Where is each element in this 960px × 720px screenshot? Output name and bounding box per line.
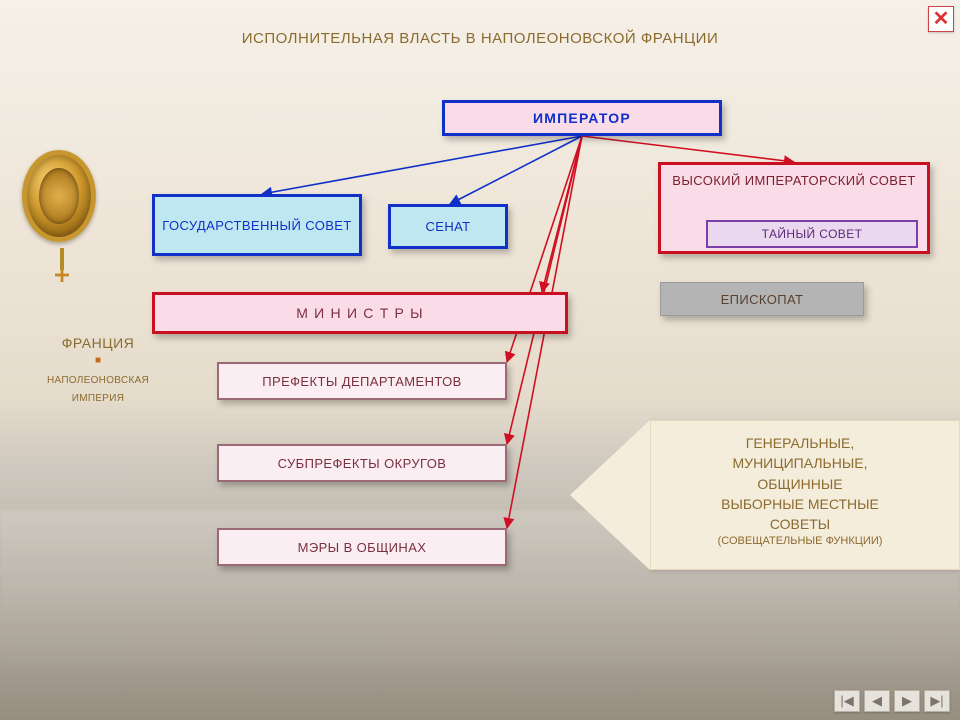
box-senate: СЕНАТ	[388, 204, 508, 249]
councils-text: ГЕНЕРАЛЬНЫЕ, МУНИЦИПАЛЬНЫЕ, ОБЩИННЫЕ ВЫБ…	[660, 433, 940, 550]
box-subprefects: СУБПРЕФЕКТЫ ОКРУГОВ	[217, 444, 507, 482]
emblem-image	[22, 150, 102, 280]
nav-next-button[interactable]: ▶	[894, 690, 920, 712]
nav-last-button[interactable]: ▶|	[924, 690, 950, 712]
box-prefects: ПРЕФЕКТЫ ДЕПАРТАМЕНТОВ	[217, 362, 507, 400]
box-mayors: МЭРЫ В ОБЩИНАХ	[217, 528, 507, 566]
side-caption: ФРАНЦИЯ ■ НАПОЛЕОНОВСКАЯ ИМПЕРИЯ	[38, 334, 158, 406]
side-caption-sub: НАПОЛЕОНОВСКАЯ ИМПЕРИЯ	[47, 375, 149, 404]
box-state_council: ГОСУДАРСТВЕННЫЙ СОВЕТ	[152, 194, 362, 256]
close-button[interactable]: ✕	[928, 6, 954, 32]
box-secret_council: ТАЙНЫЙ СОВЕТ	[706, 220, 918, 248]
box-episcopate: ЕПИСКОПАТ	[660, 282, 864, 316]
nav-controls: |◀ ◀ ▶ ▶|	[834, 690, 950, 712]
box-ministers: М И Н И С Т Р Ы	[152, 292, 568, 334]
nav-prev-button[interactable]: ◀	[864, 690, 890, 712]
box-emperor: ИМПЕРАТОР	[442, 100, 722, 136]
side-caption-main: ФРАНЦИЯ	[62, 335, 135, 351]
page-title: ИСПОЛНИТЕЛЬНАЯ ВЛАСТЬ В НАПОЛЕОНОВСКОЙ Ф…	[242, 30, 718, 47]
nav-first-button[interactable]: |◀	[834, 690, 860, 712]
